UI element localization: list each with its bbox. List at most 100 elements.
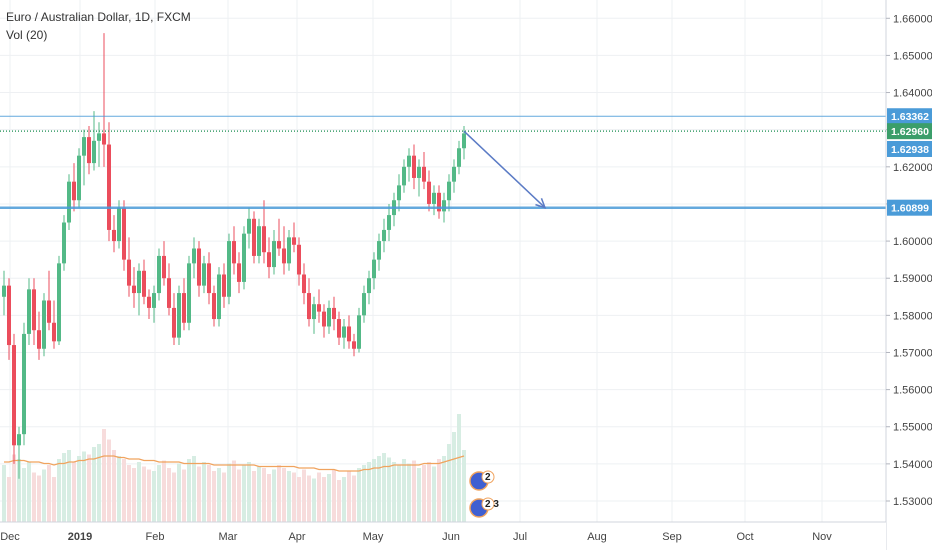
- candle-body: [227, 241, 231, 297]
- volume-bar: [367, 462, 371, 522]
- volume-bar: [47, 465, 51, 522]
- candle-body: [462, 133, 466, 149]
- volume-bar: [57, 459, 61, 522]
- time-axis[interactable]: Dec 2019 Feb Mar Apr May Jun Jul Aug Sep Oct Nov: [0, 521, 886, 550]
- volume-bar: [157, 465, 161, 522]
- price-axis[interactable]: 1.660001.650001.640001.630001.620001.610…: [885, 0, 932, 550]
- volume-bar: [132, 468, 136, 522]
- volume-bar: [72, 462, 76, 522]
- candle-body: [347, 326, 351, 342]
- candle-body: [362, 293, 366, 316]
- candle-body: [372, 259, 376, 279]
- candle-body: [187, 263, 191, 323]
- volume-bar: [462, 450, 466, 522]
- candle-body: [57, 263, 61, 342]
- arrow-head[interactable]: [535, 198, 547, 209]
- volume-bar: [32, 472, 36, 522]
- time-tick-label: Sep: [662, 531, 682, 543]
- candle-body: [342, 326, 346, 338]
- volume-bar: [337, 480, 341, 522]
- candle-body: [17, 434, 21, 446]
- time-tick-label: Dec: [0, 531, 20, 543]
- event-badge[interactable]: 2 3: [469, 497, 499, 518]
- candle-body: [377, 241, 381, 260]
- candle-body: [412, 155, 416, 178]
- candle-body: [142, 270, 146, 297]
- price-label-text[interactable]: 1.63362: [891, 111, 929, 123]
- candle-body: [237, 263, 241, 282]
- price-label-box[interactable]: [887, 140, 932, 157]
- candle-body: [332, 307, 336, 320]
- volume-bar: [52, 477, 56, 522]
- price-label-text[interactable]: 1.62960: [891, 126, 929, 138]
- volume-bar: [457, 414, 461, 522]
- candle-body: [382, 229, 386, 242]
- price-label-box[interactable]: [887, 199, 932, 216]
- price-label-text[interactable]: 1.62938: [891, 144, 929, 156]
- volume-bar: [307, 475, 311, 522]
- volume-bar: [272, 469, 276, 522]
- candle-body: [87, 137, 91, 164]
- time-tick-label: Nov: [812, 531, 832, 543]
- volume-bar: [292, 472, 296, 522]
- candle-body: [212, 293, 216, 320]
- volume-bar: [342, 477, 346, 522]
- time-axis-bg: [0, 522, 886, 550]
- price-tick-label: 1.66000: [893, 13, 932, 25]
- event-badges[interactable]: 2 2 3: [469, 470, 499, 518]
- volume-bar: [102, 429, 106, 522]
- volume-bar: [177, 463, 181, 522]
- candle-body: [282, 248, 286, 264]
- candle-body: [27, 289, 31, 334]
- chart-legend: Euro / Australian Dollar, 1D, FXCM Vol (…: [6, 8, 191, 44]
- candle-body: [402, 166, 406, 186]
- volume-bar: [417, 468, 421, 522]
- volume-bar: [302, 469, 306, 522]
- candle-body: [47, 300, 51, 323]
- chart-title[interactable]: Euro / Australian Dollar, 1D, FXCM: [6, 10, 191, 24]
- candlestick-series: [2, 33, 466, 479]
- trend-arrow[interactable]: [463, 130, 547, 209]
- volume-bar: [382, 453, 386, 522]
- event-badge[interactable]: 2: [469, 470, 495, 491]
- price-tick-label: 1.54000: [893, 459, 932, 471]
- arrow-shaft[interactable]: [463, 130, 546, 209]
- badge-count-bubble: [481, 470, 495, 484]
- candle-body: [157, 255, 161, 294]
- candle-body: [147, 296, 151, 308]
- candle-body: [262, 226, 266, 253]
- volume-bar: [447, 444, 451, 522]
- volume-bar: [262, 468, 266, 522]
- volume-bar: [77, 456, 81, 522]
- candle-body: [367, 278, 371, 294]
- time-tick-label: Mar: [219, 531, 238, 543]
- volume-bar: [227, 463, 231, 522]
- candle-body: [127, 259, 131, 286]
- volume-bar: [202, 462, 206, 522]
- candle-body: [52, 322, 56, 342]
- volume-ma-line: [4, 455, 465, 472]
- candle-body: [137, 270, 141, 294]
- volume-bar: [252, 471, 256, 522]
- volume-bar: [327, 474, 331, 522]
- volume-bar: [7, 477, 11, 522]
- volume-bar: [27, 462, 31, 522]
- volume-bar: [362, 465, 366, 522]
- price-label-box[interactable]: [887, 108, 932, 125]
- candle-body: [107, 144, 111, 230]
- volume-indicator-label[interactable]: Vol (20): [6, 28, 48, 42]
- price-tick-label: 1.65000: [893, 50, 932, 62]
- horizontal-levels[interactable]: [0, 115, 886, 209]
- candle-body: [207, 263, 211, 294]
- price-tick-label: 1.60000: [893, 236, 932, 248]
- price-label-box[interactable]: [887, 123, 932, 140]
- candle-body: [132, 285, 136, 294]
- badge-count: 2: [485, 472, 491, 483]
- volume-bar: [37, 475, 41, 522]
- price-label-text[interactable]: 1.60899: [891, 203, 929, 215]
- candle-body: [217, 274, 221, 320]
- volume-bar: [182, 469, 186, 522]
- volume-bar: [277, 465, 281, 522]
- candle-body: [447, 181, 451, 201]
